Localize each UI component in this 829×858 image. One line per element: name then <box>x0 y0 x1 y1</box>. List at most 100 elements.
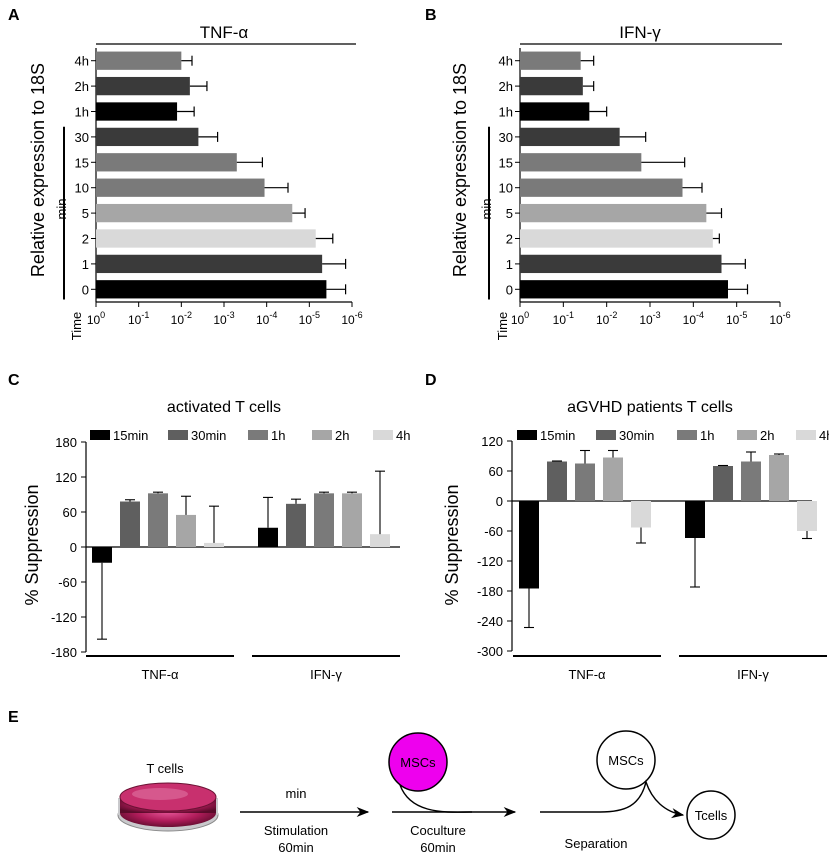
bar-30 <box>520 127 620 147</box>
y-tick-label-1: 1 <box>82 257 89 272</box>
y-tick-label-2: 2 <box>82 232 89 247</box>
legend-swatch-30min <box>596 430 616 440</box>
y-tick-label-5: -180 <box>477 584 503 599</box>
bar-4h <box>520 51 581 70</box>
bar-30min-0 <box>547 461 567 501</box>
x-tick-label-1: 10-1 <box>128 310 149 327</box>
bar-15min-1 <box>685 501 705 538</box>
bar-2 <box>520 229 713 248</box>
chart-c: 180 120 60 0 -60 -120 -180 15min 30min 1h 2h 4h TNF-… <box>51 428 411 682</box>
panel-letter-a: A <box>8 7 20 24</box>
workflow-diagram: T cells min Stimulation 60min MSCs Cocul… <box>117 730 736 855</box>
x-tick-label-3: 10-3 <box>213 310 234 327</box>
group-label-1: IFN-γ <box>737 667 769 682</box>
x-tick-label-2: 10-2 <box>171 310 192 327</box>
bar-5 <box>96 203 293 223</box>
bar-30min-1 <box>713 466 733 501</box>
x-tick-label-1: 10-1 <box>553 310 574 327</box>
coculture-label: Coculture <box>410 823 466 838</box>
legend-swatch-1h <box>677 430 697 440</box>
bar-5 <box>520 203 707 223</box>
chart-a-ylabel: Relative expression to 18S <box>28 63 48 277</box>
legend-label-30min: 30min <box>191 428 226 443</box>
x-tick-label-2: 10-2 <box>596 310 617 327</box>
stimulation-time: 60min <box>278 840 313 855</box>
mscs-label-2: MSCs <box>608 753 644 768</box>
bar-2h-1 <box>769 455 789 501</box>
legend-label-4h: 4h <box>819 428 829 443</box>
panel-letter-e: E <box>8 709 19 726</box>
x-tick-label-4: 10-4 <box>256 310 277 327</box>
bar-2h-1 <box>342 493 362 547</box>
bar-0 <box>96 280 327 299</box>
chart-a-time-label: Time <box>69 312 84 340</box>
x-tick-label-5: 10-5 <box>726 310 747 327</box>
x-tick-label-5: 10-5 <box>299 310 320 327</box>
bar-30 <box>96 127 199 147</box>
y-tick-label-7: -300 <box>477 644 503 659</box>
legend-label-1h: 1h <box>700 428 714 443</box>
group-label-1: IFN-γ <box>310 667 342 682</box>
bar-1h-1 <box>314 493 334 547</box>
bar-1 <box>520 254 722 274</box>
y-tick-label-4: -120 <box>477 554 503 569</box>
panel-letter-b: B <box>425 7 437 24</box>
legend-swatch-4h <box>373 430 393 440</box>
y-tick-label-2h: 2h <box>75 79 89 94</box>
bar-4h-0 <box>204 542 224 547</box>
bar-2h-0 <box>603 457 623 501</box>
bar-15 <box>520 153 642 172</box>
x-tick-label-3: 10-3 <box>639 310 660 327</box>
bar-15min-1 <box>258 527 278 547</box>
chart-d: 120 60 0 -60 -120 -180 -240 -300 15min 30min 1h 2h 4… <box>477 428 829 682</box>
legend-label-30min: 30min <box>619 428 654 443</box>
y-tick-label-2h: 2h <box>499 79 513 94</box>
legend-swatch-2h <box>312 430 332 440</box>
bar-2h-0 <box>176 514 196 547</box>
legend-label-2h: 2h <box>335 428 349 443</box>
y-tick-label-5: 5 <box>82 206 89 221</box>
y-tick-label-1h: 1h <box>499 105 513 120</box>
y-tick-label-2: 0 <box>496 494 503 509</box>
y-tick-label-5: 5 <box>506 206 513 221</box>
panel-letter-d: D <box>425 372 437 389</box>
bar-1 <box>96 254 323 274</box>
bar-1h-1 <box>741 461 761 501</box>
tcells-circle <box>686 790 736 840</box>
bar-15min-0 <box>519 501 539 589</box>
chart-b-time-label: Time <box>495 312 510 340</box>
y-tick-label-30: 30 <box>75 130 89 145</box>
stimulation-label: Stimulation <box>264 823 328 838</box>
arrow-min-label: min <box>286 786 307 801</box>
bar-4h <box>96 51 182 70</box>
mscs-label-1: MSCs <box>400 755 436 770</box>
chart-b-title: IFN-γ <box>619 23 661 42</box>
y-tick-label-6: -180 <box>51 645 77 660</box>
bar-2 <box>96 229 316 248</box>
mscs-circle-white <box>596 730 656 790</box>
y-tick-label-2: 2 <box>506 232 513 247</box>
bar-0 <box>520 280 728 299</box>
group-label-0: TNF-α <box>568 667 606 682</box>
bar-10 <box>520 178 683 197</box>
chart-c-title: activated T cells <box>167 399 281 416</box>
bar-15min-0 <box>92 547 112 563</box>
bar-1h <box>96 102 178 121</box>
chart-d-ylabel: % Suppression <box>442 484 462 605</box>
t-cells-label: T cells <box>146 761 184 776</box>
y-tick-label-4h: 4h <box>75 54 89 69</box>
bar-15 <box>96 153 237 172</box>
group-label-0: TNF-α <box>141 667 179 682</box>
y-tick-label-5: -120 <box>51 610 77 625</box>
y-tick-label-0: 120 <box>481 434 503 449</box>
legend-swatch-1h <box>248 430 268 440</box>
legend-label-1h: 1h <box>271 428 285 443</box>
legend-swatch-15min <box>90 430 110 440</box>
legend-swatch-4h <box>796 430 816 440</box>
bar-10 <box>96 178 265 197</box>
x-tick-label-0: 100 <box>511 310 529 327</box>
y-tick-label-15: 15 <box>499 155 513 170</box>
y-tick-label-0: 0 <box>506 282 513 297</box>
